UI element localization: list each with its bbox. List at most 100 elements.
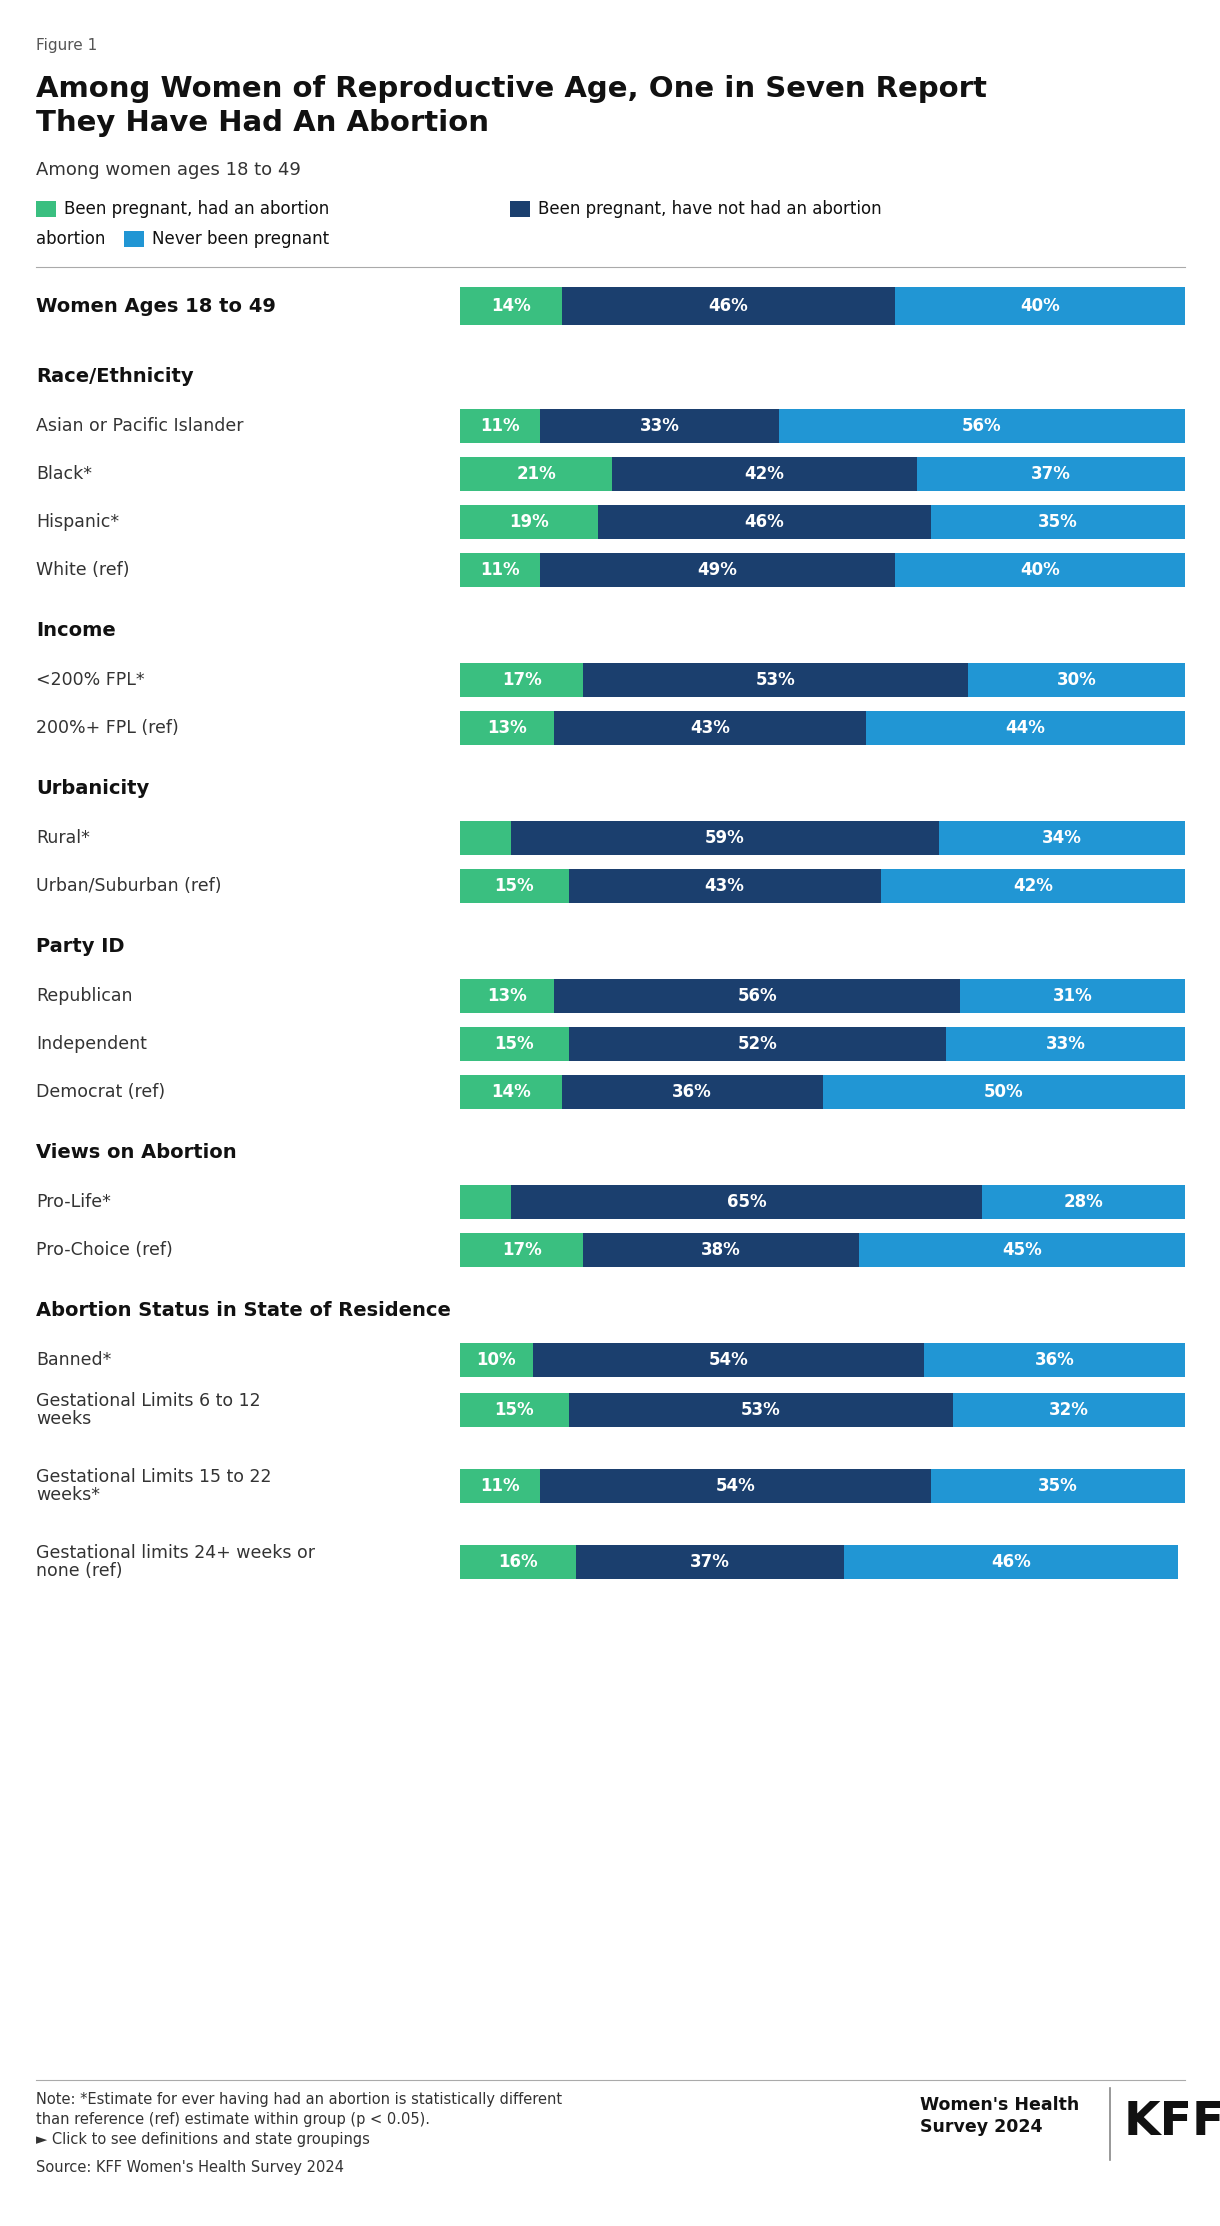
- FancyBboxPatch shape: [539, 552, 895, 588]
- FancyBboxPatch shape: [583, 1233, 859, 1267]
- Text: 43%: 43%: [691, 719, 730, 737]
- Text: They Have Had An Abortion: They Have Had An Abortion: [37, 109, 489, 138]
- FancyBboxPatch shape: [881, 868, 1185, 904]
- Text: 35%: 35%: [1038, 512, 1078, 532]
- FancyBboxPatch shape: [511, 821, 938, 855]
- Text: weeks: weeks: [37, 1411, 92, 1429]
- Text: weeks*: weeks*: [37, 1487, 100, 1505]
- Text: 52%: 52%: [737, 1035, 777, 1053]
- Text: Abortion Status in State of Residence: Abortion Status in State of Residence: [37, 1300, 451, 1320]
- Text: Income: Income: [37, 621, 116, 641]
- Text: 45%: 45%: [1002, 1242, 1042, 1260]
- Text: none (ref): none (ref): [37, 1563, 122, 1580]
- Text: 56%: 56%: [737, 986, 777, 1004]
- FancyBboxPatch shape: [931, 1469, 1185, 1503]
- FancyBboxPatch shape: [539, 410, 780, 443]
- FancyBboxPatch shape: [569, 1026, 946, 1062]
- FancyBboxPatch shape: [460, 979, 554, 1013]
- FancyBboxPatch shape: [612, 456, 916, 492]
- Text: 21%: 21%: [516, 465, 556, 483]
- Text: Among Women of Reproductive Age, One in Seven Report: Among Women of Reproductive Age, One in …: [37, 76, 987, 102]
- Text: 65%: 65%: [727, 1193, 766, 1211]
- FancyBboxPatch shape: [938, 821, 1185, 855]
- Text: Banned*: Banned*: [37, 1351, 111, 1369]
- Text: 42%: 42%: [1013, 877, 1053, 895]
- Text: 11%: 11%: [479, 1478, 520, 1496]
- Text: 59%: 59%: [705, 828, 744, 848]
- FancyBboxPatch shape: [953, 1393, 1185, 1427]
- Text: KFF: KFF: [1124, 2099, 1220, 2146]
- Text: Pro-Life*: Pro-Life*: [37, 1193, 111, 1211]
- Text: Been pregnant, had an abortion: Been pregnant, had an abortion: [63, 200, 329, 218]
- FancyBboxPatch shape: [982, 1184, 1185, 1220]
- Text: 40%: 40%: [1020, 296, 1060, 316]
- FancyBboxPatch shape: [460, 456, 612, 492]
- FancyBboxPatch shape: [554, 710, 866, 746]
- Text: 19%: 19%: [509, 512, 549, 532]
- FancyBboxPatch shape: [859, 1233, 1185, 1267]
- Text: Gestational Limits 15 to 22: Gestational Limits 15 to 22: [37, 1467, 272, 1485]
- FancyBboxPatch shape: [460, 505, 598, 539]
- FancyBboxPatch shape: [460, 1075, 561, 1109]
- Bar: [37, 200, 56, 216]
- Text: Among women ages 18 to 49: Among women ages 18 to 49: [37, 160, 301, 178]
- Text: 38%: 38%: [702, 1242, 741, 1260]
- FancyBboxPatch shape: [460, 1393, 569, 1427]
- Text: 32%: 32%: [1049, 1400, 1089, 1418]
- FancyBboxPatch shape: [924, 1342, 1185, 1378]
- Text: Urbanicity: Urbanicity: [37, 779, 149, 797]
- FancyBboxPatch shape: [460, 868, 569, 904]
- Text: 42%: 42%: [744, 465, 784, 483]
- FancyBboxPatch shape: [946, 1026, 1185, 1062]
- FancyBboxPatch shape: [866, 710, 1185, 746]
- FancyBboxPatch shape: [895, 287, 1185, 325]
- Text: Race/Ethnicity: Race/Ethnicity: [37, 367, 194, 385]
- Text: Note: *Estimate for ever having had an abortion is statistically different: Note: *Estimate for ever having had an a…: [37, 2092, 562, 2108]
- FancyBboxPatch shape: [576, 1545, 844, 1578]
- Text: Views on Abortion: Views on Abortion: [37, 1142, 237, 1162]
- Text: Democrat (ref): Democrat (ref): [37, 1084, 165, 1102]
- FancyBboxPatch shape: [460, 1233, 583, 1267]
- FancyBboxPatch shape: [561, 1075, 822, 1109]
- Text: Republican: Republican: [37, 986, 133, 1004]
- Text: Black*: Black*: [37, 465, 92, 483]
- Text: Been pregnant, have not had an abortion: Been pregnant, have not had an abortion: [538, 200, 882, 218]
- Text: 46%: 46%: [709, 296, 748, 316]
- Text: Rural*: Rural*: [37, 828, 90, 848]
- Text: 200%+ FPL (ref): 200%+ FPL (ref): [37, 719, 179, 737]
- FancyBboxPatch shape: [844, 1545, 1177, 1578]
- Text: Source: KFF Women's Health Survey 2024: Source: KFF Women's Health Survey 2024: [37, 2159, 344, 2175]
- Text: 17%: 17%: [501, 1242, 542, 1260]
- Text: 31%: 31%: [1053, 986, 1092, 1004]
- Text: 44%: 44%: [1005, 719, 1046, 737]
- FancyBboxPatch shape: [598, 505, 931, 539]
- FancyBboxPatch shape: [460, 663, 583, 697]
- Text: White (ref): White (ref): [37, 561, 129, 579]
- Text: Figure 1: Figure 1: [37, 38, 98, 53]
- Text: <200% FPL*: <200% FPL*: [37, 670, 145, 690]
- Bar: [510, 200, 529, 216]
- Text: 33%: 33%: [1046, 1035, 1086, 1053]
- FancyBboxPatch shape: [561, 287, 895, 325]
- Text: 10%: 10%: [477, 1351, 516, 1369]
- Text: 34%: 34%: [1042, 828, 1082, 848]
- Text: Never been pregnant: Never been pregnant: [152, 229, 329, 247]
- Text: Hispanic*: Hispanic*: [37, 512, 120, 532]
- Text: 33%: 33%: [639, 416, 680, 434]
- Text: 37%: 37%: [691, 1554, 730, 1572]
- FancyBboxPatch shape: [822, 1075, 1185, 1109]
- Text: 53%: 53%: [755, 670, 795, 690]
- FancyBboxPatch shape: [960, 979, 1185, 1013]
- Text: 36%: 36%: [1035, 1351, 1075, 1369]
- Text: 43%: 43%: [705, 877, 744, 895]
- Text: 40%: 40%: [1020, 561, 1060, 579]
- Text: Survey 2024: Survey 2024: [920, 2117, 1043, 2137]
- Text: 15%: 15%: [494, 877, 534, 895]
- Text: 11%: 11%: [479, 561, 520, 579]
- Text: 35%: 35%: [1038, 1478, 1078, 1496]
- Text: abortion: abortion: [37, 229, 105, 247]
- FancyBboxPatch shape: [460, 1545, 576, 1578]
- Text: than reference (ref) estimate within group (p < 0.05).: than reference (ref) estimate within gro…: [37, 2112, 429, 2128]
- FancyBboxPatch shape: [895, 552, 1185, 588]
- FancyBboxPatch shape: [780, 410, 1185, 443]
